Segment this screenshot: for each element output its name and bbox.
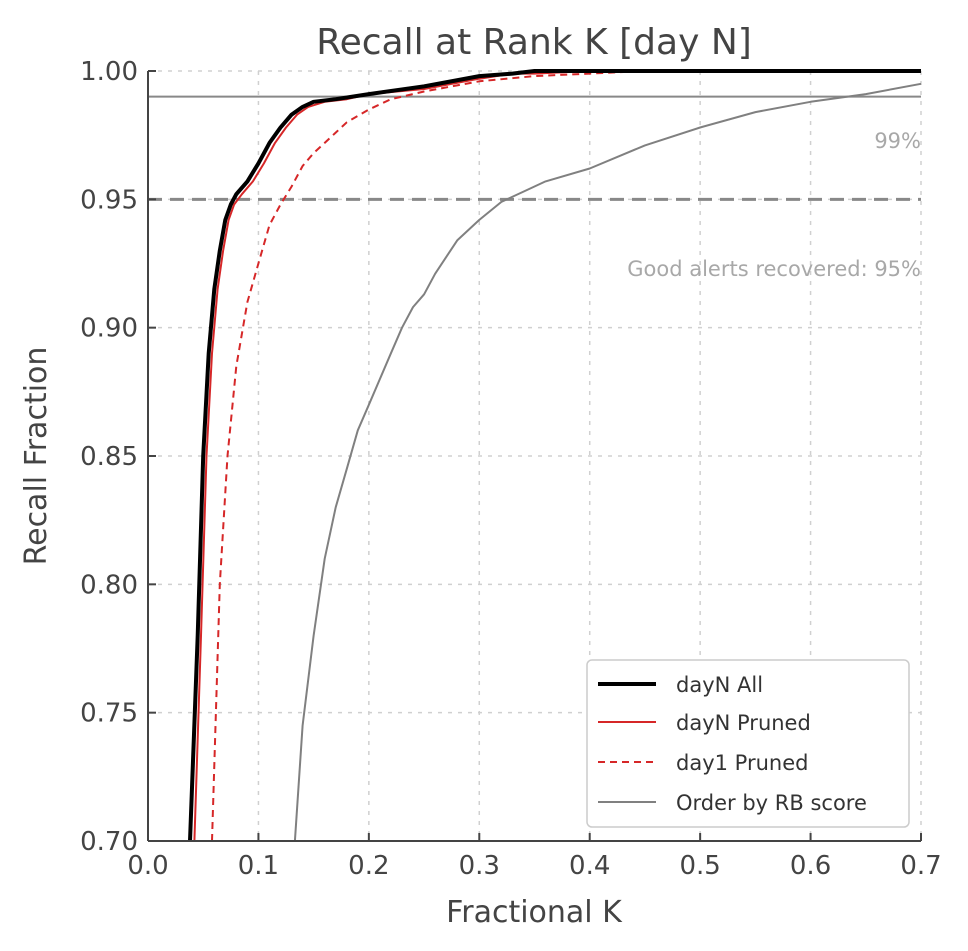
legend-label-dayn-pruned: dayN Pruned [676,711,811,735]
x-tick-label: 0.0 [127,851,168,881]
x-tick-label: 0.5 [679,851,720,881]
ref-95-label: Good alerts recovered: 95% [627,257,921,281]
y-tick-label: 0.95 [80,185,138,215]
legend-label-rb-score: Order by RB score [676,791,867,815]
legend-label-day1-pruned: day1 Pruned [676,751,808,775]
series-line-dayn-pruned [193,70,921,842]
legend-box [586,659,910,828]
y-tick-label: 0.80 [80,570,138,600]
reference-lines [148,95,921,201]
chart-title: Recall at Rank K [day N] [316,22,752,63]
x-tick-label: 0.3 [459,851,500,881]
y-tick-label: 1.00 [80,57,138,87]
series-line-dayn-all [188,69,921,842]
y-tick-label: 0.90 [80,314,138,344]
x-tick-label: 0.1 [238,851,279,881]
y-axis-label: Recall Fraction [19,347,54,566]
y-tick-label: 0.75 [80,699,138,729]
x-tick-label: 0.6 [790,851,831,881]
series-line-order-by-rb-score [293,82,922,842]
series-line-day1-pruned [211,70,921,842]
x-tick-label: 0.2 [348,851,389,881]
y-tick-label: 0.85 [80,442,138,472]
series-lines [188,69,922,842]
x-ticks: 0.0 0.1 0.2 0.3 0.4 0.5 0.6 0.7 [127,833,942,881]
y-tick-label: 0.70 [80,827,138,857]
x-tick-label: 0.4 [569,851,610,881]
legend-label-dayn-all: dayN All [676,673,763,697]
x-tick-label: 0.7 [900,851,941,881]
x-axis-label: Fractional K [446,895,623,930]
y-ticks: 0.70 0.75 0.80 0.85 0.90 0.95 1.00 [80,57,156,857]
legend: dayN All dayN Pruned day1 Pruned Order b… [586,659,910,828]
ref-99-label: 99% [874,129,921,153]
